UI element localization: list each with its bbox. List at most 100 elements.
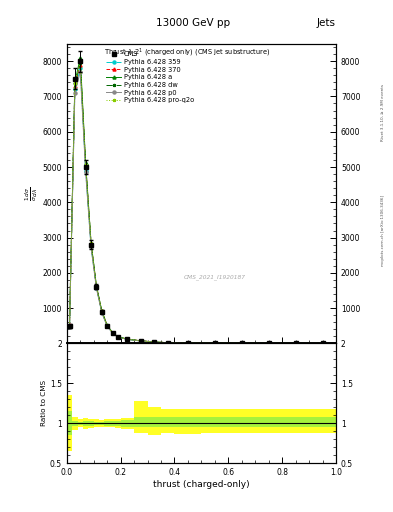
Pythia 6.428 p0 [105,324,110,330]
Pythia 6.428 a [83,160,88,166]
Pythia 6.428 pro-q2o [94,283,99,289]
Pythia 6.428 370 [152,339,157,345]
Pythia 6.428 a [116,334,120,340]
Pythia 6.428 dw [239,340,244,347]
Pythia 6.428 359 [73,87,77,93]
Pythia 6.428 p0 [116,334,120,340]
Y-axis label: Ratio to CMS: Ratio to CMS [41,380,47,426]
Pythia 6.428 pro-q2o [138,338,143,344]
Pythia 6.428 a [138,338,143,344]
Pythia 6.428 dw [320,340,325,347]
Pythia 6.428 p0 [165,339,170,346]
Pythia 6.428 dw [138,338,143,344]
Pythia 6.428 p0 [239,340,244,347]
Pythia 6.428 dw [67,323,72,329]
Pythia 6.428 pro-q2o [105,323,110,329]
Pythia 6.428 a [125,336,130,342]
Pythia 6.428 dw [213,340,217,346]
Pythia 6.428 370 [73,83,77,89]
Pythia 6.428 359 [185,340,190,346]
Pythia 6.428 359 [320,340,325,347]
Pythia 6.428 p0 [73,90,77,96]
Pythia 6.428 359 [125,336,130,343]
Pythia 6.428 a [105,323,110,329]
X-axis label: thrust (charged-only): thrust (charged-only) [153,480,250,489]
Pythia 6.428 dw [165,339,170,346]
Pythia 6.428 pro-q2o [73,80,77,86]
Pythia 6.428 pro-q2o [185,340,190,346]
Text: CMS_2021_I1920187: CMS_2021_I1920187 [184,274,246,280]
Pythia 6.428 p0 [266,340,271,347]
Pythia 6.428 p0 [320,340,325,347]
Pythia 6.428 a [110,329,115,335]
Pythia 6.428 a [320,340,325,347]
Pythia 6.428 a [89,240,94,246]
Pythia 6.428 dw [152,339,157,345]
Pythia 6.428 359 [110,330,115,336]
Pythia 6.428 p0 [67,324,72,330]
Pythia 6.428 359 [293,340,298,347]
Line: Pythia 6.428 dw: Pythia 6.428 dw [68,61,324,345]
Pythia 6.428 dw [185,340,190,346]
Pythia 6.428 359 [105,323,110,329]
Pythia 6.428 p0 [99,310,104,316]
Pythia 6.428 370 [116,334,120,340]
Pythia 6.428 a [165,339,170,346]
Pythia 6.428 pro-q2o [83,162,88,168]
Pythia 6.428 pro-q2o [99,308,104,314]
Pythia 6.428 370 [165,339,170,346]
Pythia 6.428 370 [293,340,298,347]
Pythia 6.428 370 [67,323,72,329]
Pythia 6.428 p0 [94,285,99,291]
Pythia 6.428 dw [99,308,104,314]
Pythia 6.428 a [213,340,217,346]
Pythia 6.428 dw [266,340,271,347]
Pythia 6.428 a [67,323,72,329]
Pythia 6.428 370 [320,340,325,347]
Pythia 6.428 p0 [125,336,130,343]
Pythia 6.428 a [78,55,83,61]
Pythia 6.428 359 [67,324,72,330]
Y-axis label: $\frac{1}{\sigma}\frac{d\sigma}{d\lambda}$: $\frac{1}{\sigma}\frac{d\sigma}{d\lambda… [23,186,40,201]
Pythia 6.428 pro-q2o [116,334,120,340]
Pythia 6.428 a [73,79,77,86]
Pythia 6.428 370 [99,308,104,314]
Pythia 6.428 dw [73,81,77,87]
Pythia 6.428 dw [78,60,83,66]
Pythia 6.428 dw [89,241,94,247]
Pythia 6.428 p0 [152,339,157,345]
Pythia 6.428 359 [165,339,170,346]
Pythia 6.428 dw [83,162,88,168]
Pythia 6.428 370 [266,340,271,347]
Pythia 6.428 pro-q2o [152,339,157,345]
Text: Thrust $\lambda\_2^1$ (charged only) (CMS jet substructure): Thrust $\lambda\_2^1$ (charged only) (CM… [105,47,271,59]
Pythia 6.428 359 [138,338,143,344]
Pythia 6.428 370 [138,338,143,344]
Line: Pythia 6.428 pro-q2o: Pythia 6.428 pro-q2o [68,60,324,345]
Pythia 6.428 dw [110,330,115,336]
Pythia 6.428 370 [89,241,94,247]
Pythia 6.428 370 [105,323,110,329]
Pythia 6.428 pro-q2o [213,340,217,346]
Pythia 6.428 359 [94,285,99,291]
Pythia 6.428 a [99,308,104,314]
Pythia 6.428 pro-q2o [266,340,271,347]
Pythia 6.428 p0 [78,69,83,75]
Pythia 6.428 p0 [213,340,217,346]
Legend: CMS, Pythia 6.428 359, Pythia 6.428 370, Pythia 6.428 a, Pythia 6.428 dw, Pythia: CMS, Pythia 6.428 359, Pythia 6.428 370,… [105,50,195,104]
Pythia 6.428 pro-q2o [78,59,83,65]
Pythia 6.428 p0 [110,330,115,336]
Line: Pythia 6.428 359: Pythia 6.428 359 [68,67,324,345]
Pythia 6.428 dw [105,323,110,329]
Pythia 6.428 359 [89,243,94,249]
Pythia 6.428 p0 [83,169,88,176]
Pythia 6.428 pro-q2o [125,336,130,342]
Pythia 6.428 dw [116,334,120,340]
Pythia 6.428 dw [125,336,130,342]
Pythia 6.428 p0 [138,338,143,344]
Pythia 6.428 pro-q2o [89,240,94,246]
Pythia 6.428 p0 [89,244,94,250]
Line: Pythia 6.428 p0: Pythia 6.428 p0 [68,70,324,345]
Pythia 6.428 pro-q2o [320,340,325,347]
Text: mcplots.cern.ch [arXiv:1306.3436]: mcplots.cern.ch [arXiv:1306.3436] [381,195,385,266]
